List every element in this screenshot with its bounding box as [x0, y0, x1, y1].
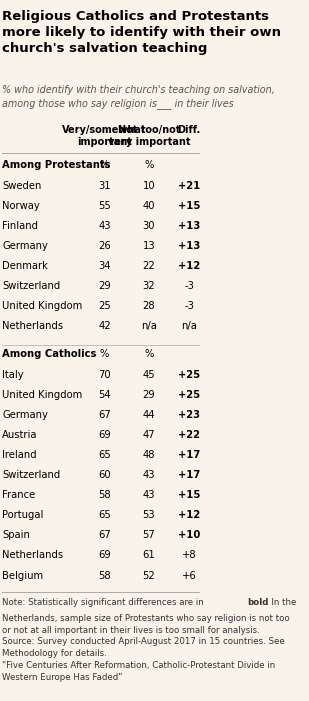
Text: 40: 40	[143, 201, 155, 211]
Text: Denmark: Denmark	[2, 261, 48, 271]
Text: Diff.: Diff.	[178, 125, 201, 135]
Text: 22: 22	[142, 261, 155, 271]
Text: 60: 60	[98, 470, 111, 480]
Text: 48: 48	[143, 450, 155, 461]
Text: Belgium: Belgium	[2, 571, 43, 580]
Text: Norway: Norway	[2, 201, 40, 211]
Text: Netherlands: Netherlands	[2, 550, 63, 561]
Text: Portugal: Portugal	[2, 510, 43, 520]
Text: +10: +10	[178, 531, 200, 540]
Text: 45: 45	[143, 370, 155, 380]
Text: United Kingdom: United Kingdom	[2, 301, 82, 311]
Text: 54: 54	[98, 390, 111, 400]
Text: 30: 30	[143, 221, 155, 231]
Text: 42: 42	[98, 321, 111, 331]
Text: 32: 32	[143, 281, 155, 291]
Text: 44: 44	[143, 410, 155, 421]
Text: 65: 65	[98, 450, 111, 461]
Text: bold: bold	[247, 599, 269, 607]
Text: 67: 67	[98, 531, 111, 540]
Text: +15: +15	[178, 491, 201, 501]
Text: +23: +23	[178, 410, 200, 421]
Text: +8: +8	[182, 550, 197, 561]
Text: +17: +17	[178, 470, 200, 480]
Text: +6: +6	[182, 571, 197, 580]
Text: 55: 55	[98, 201, 111, 211]
Text: 61: 61	[142, 550, 155, 561]
Text: 57: 57	[142, 531, 155, 540]
Text: Ireland: Ireland	[2, 450, 37, 461]
Text: -3: -3	[184, 301, 194, 311]
Text: Italy: Italy	[2, 370, 23, 380]
Text: +12: +12	[178, 261, 200, 271]
Text: %: %	[144, 349, 154, 359]
Text: +12: +12	[178, 510, 200, 520]
Text: 31: 31	[98, 181, 111, 191]
Text: 52: 52	[142, 571, 155, 580]
Text: n/a: n/a	[141, 321, 157, 331]
Text: +25: +25	[178, 370, 200, 380]
Text: 10: 10	[143, 181, 155, 191]
Text: Among Catholics: Among Catholics	[2, 349, 96, 359]
Text: 58: 58	[98, 571, 111, 580]
Text: Austria: Austria	[2, 430, 37, 440]
Text: Spain: Spain	[2, 531, 30, 540]
Text: Very/somewhat
important: Very/somewhat important	[62, 125, 147, 147]
Text: Germany: Germany	[2, 241, 48, 251]
Text: . In the: . In the	[266, 599, 297, 607]
Text: 26: 26	[98, 241, 111, 251]
Text: United Kingdom: United Kingdom	[2, 390, 82, 400]
Text: Not too/not
very important: Not too/not very important	[108, 125, 190, 147]
Text: %: %	[100, 160, 109, 170]
Text: 13: 13	[143, 241, 155, 251]
Text: Note: Statistically significant differences are in: Note: Statistically significant differen…	[2, 599, 206, 607]
Text: Among Protestants: Among Protestants	[2, 160, 111, 170]
Text: +15: +15	[178, 201, 201, 211]
Text: 29: 29	[98, 281, 111, 291]
Text: +21: +21	[178, 181, 200, 191]
Text: 70: 70	[98, 370, 111, 380]
Text: +13: +13	[178, 241, 200, 251]
Text: +25: +25	[178, 390, 200, 400]
Text: 28: 28	[143, 301, 155, 311]
Text: 25: 25	[98, 301, 111, 311]
Text: 67: 67	[98, 410, 111, 421]
Text: Germany: Germany	[2, 410, 48, 421]
Text: % who identify with their church's teaching on salvation,
among those who say re: % who identify with their church's teach…	[2, 86, 275, 109]
Text: 65: 65	[98, 510, 111, 520]
Text: 47: 47	[143, 430, 155, 440]
Text: -3: -3	[184, 281, 194, 291]
Text: Netherlands: Netherlands	[2, 321, 63, 331]
Text: +22: +22	[178, 430, 200, 440]
Text: Sweden: Sweden	[2, 181, 41, 191]
Text: 69: 69	[98, 550, 111, 561]
Text: %: %	[144, 160, 154, 170]
Text: Religious Catholics and Protestants
more likely to identify with their own
churc: Religious Catholics and Protestants more…	[2, 10, 281, 55]
Text: +17: +17	[178, 450, 200, 461]
Text: n/a: n/a	[181, 321, 197, 331]
Text: 58: 58	[98, 491, 111, 501]
Text: 69: 69	[98, 430, 111, 440]
Text: 34: 34	[99, 261, 111, 271]
Text: 29: 29	[142, 390, 155, 400]
Text: %: %	[100, 349, 109, 359]
Text: Finland: Finland	[2, 221, 38, 231]
Text: Switzerland: Switzerland	[2, 281, 60, 291]
Text: 53: 53	[143, 510, 155, 520]
Text: Switzerland: Switzerland	[2, 470, 60, 480]
Text: 43: 43	[99, 221, 111, 231]
Text: 43: 43	[143, 470, 155, 480]
Text: 43: 43	[143, 491, 155, 501]
Text: +13: +13	[178, 221, 200, 231]
Text: Netherlands, sample size of Protestants who say religion is not too
or not at al: Netherlands, sample size of Protestants …	[2, 614, 290, 682]
Text: France: France	[2, 491, 35, 501]
